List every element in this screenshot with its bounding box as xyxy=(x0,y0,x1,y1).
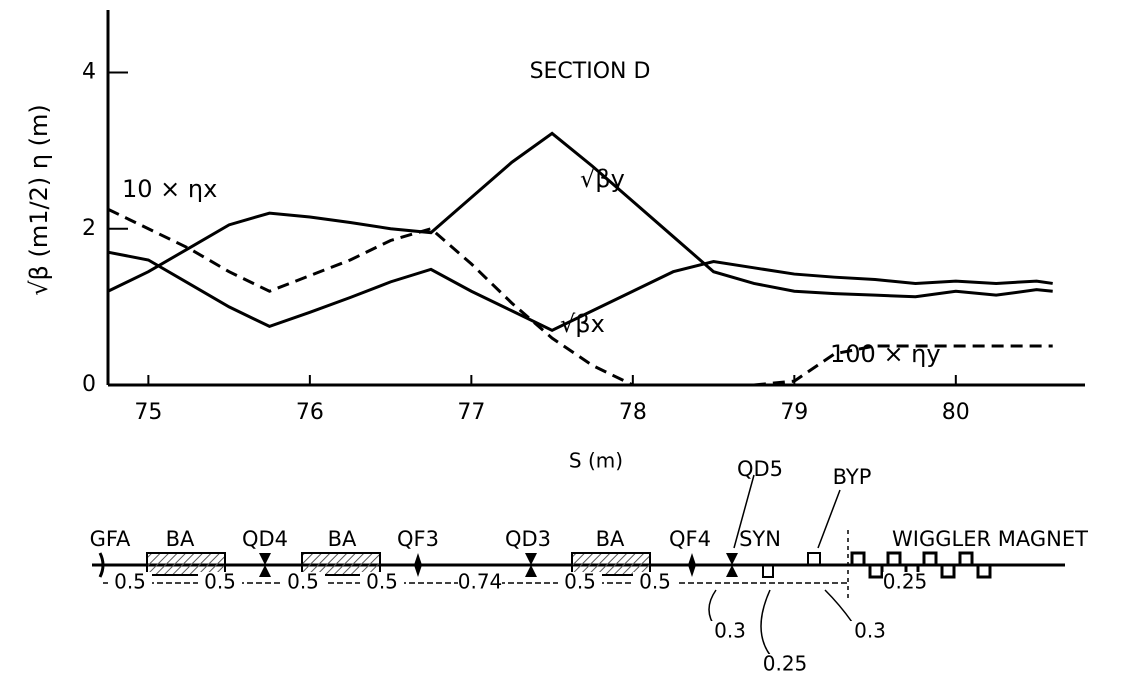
bend-magnet xyxy=(301,552,381,576)
length-label: 0.5 xyxy=(287,570,319,594)
x-tick-label: 76 xyxy=(296,400,324,425)
x-tick-label: 80 xyxy=(942,400,970,425)
element-label: QF4 xyxy=(669,527,711,551)
length-label: 0.5 xyxy=(114,570,146,594)
element-label: QD5 xyxy=(737,457,783,481)
label-bg xyxy=(633,572,677,594)
series-line xyxy=(107,131,1053,299)
bend-magnet xyxy=(571,552,651,576)
element-label: QF3 xyxy=(397,527,439,551)
label-bg xyxy=(708,621,752,643)
chart-title: SECTION D xyxy=(530,59,651,84)
x-tick-label: 75 xyxy=(134,400,162,425)
length-label: 0.5 xyxy=(564,570,596,594)
series-line xyxy=(107,250,1053,332)
length-label: 0.5 xyxy=(204,570,236,594)
quadrupole xyxy=(259,553,271,577)
series-label: 10 × ηx xyxy=(122,175,217,203)
x-axis-label: S (m) xyxy=(569,449,623,473)
quadrupole xyxy=(726,553,738,577)
x-tick-label: 77 xyxy=(457,400,485,425)
label-bg xyxy=(360,572,404,594)
y-tick-label: 2 xyxy=(82,216,96,241)
label-bg xyxy=(883,572,927,594)
label-bg xyxy=(763,654,807,676)
leader-lines xyxy=(708,474,853,656)
element-label: GFA xyxy=(90,527,131,551)
y-tick-label: 0 xyxy=(82,372,96,397)
x-tick-label: 79 xyxy=(780,400,808,425)
label-bg xyxy=(458,572,502,594)
length-label: 0.3 xyxy=(854,619,886,643)
series-label: 100 × ηy xyxy=(830,340,941,368)
length-label: 0.25 xyxy=(883,570,928,594)
gfa-magnet xyxy=(98,552,105,578)
lattice-diagram xyxy=(92,474,1065,656)
byp-magnet xyxy=(807,552,821,566)
quadrupole xyxy=(688,553,696,577)
y-tick-label: 4 xyxy=(82,60,96,85)
wiggler xyxy=(848,551,992,579)
length-label: 0.5 xyxy=(366,570,398,594)
element-label: WIGGLER MAGNET xyxy=(892,527,1088,551)
y-axis-label: √β (m1/2) η (m) xyxy=(25,104,53,296)
element-label: BA xyxy=(328,527,357,551)
label-bg xyxy=(281,572,325,594)
series-label: √βx xyxy=(560,310,605,338)
quadrupole xyxy=(525,553,537,577)
x-tick-label: 78 xyxy=(619,400,647,425)
length-label: 0.5 xyxy=(639,570,671,594)
syn-magnet xyxy=(762,564,774,578)
element-label: QD3 xyxy=(505,527,551,551)
series-label: √βy xyxy=(580,165,625,193)
bend-magnet xyxy=(146,552,226,576)
label-bg xyxy=(108,572,152,594)
length-label: 0.74 xyxy=(458,570,503,594)
label-bg xyxy=(558,572,602,594)
element-label: QD4 xyxy=(242,527,288,551)
element-label: SYN xyxy=(739,527,781,551)
series-line xyxy=(107,207,634,387)
element-label: BA xyxy=(596,527,625,551)
length-label: 0.25 xyxy=(763,652,808,676)
length-label: 0.3 xyxy=(714,619,746,643)
label-bg xyxy=(198,572,242,594)
label-bg xyxy=(848,621,892,643)
element-label: BA xyxy=(166,527,195,551)
quadrupole xyxy=(414,553,422,577)
element-label: BYP xyxy=(833,465,872,489)
